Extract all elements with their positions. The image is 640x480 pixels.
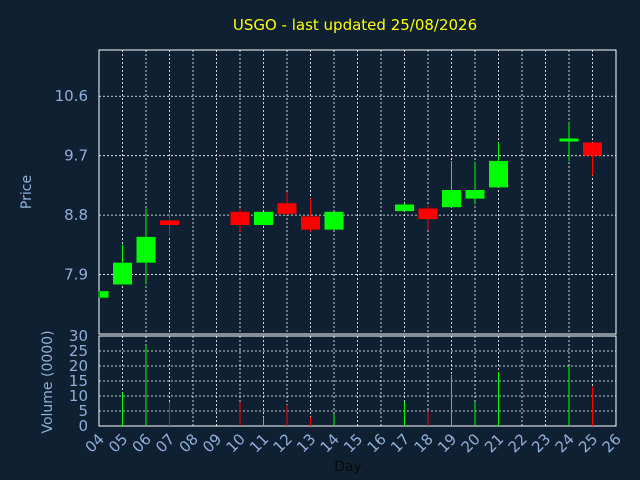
x-tick-label: 16 [364, 430, 390, 456]
volume-tick-label: 10 [69, 387, 88, 405]
candle-down [230, 211, 250, 226]
x-axis-label: Day [334, 459, 362, 475]
candle-up [254, 211, 273, 226]
candle-down [583, 142, 602, 156]
candle-up [324, 211, 344, 230]
chart-title: USGO - last updated 25/08/2026 [233, 16, 477, 34]
volume-tick-label: 25 [69, 342, 88, 360]
candle-up [113, 262, 132, 285]
candle-up [465, 190, 485, 199]
x-tick-label: 17 [387, 430, 413, 456]
candle-up [136, 236, 156, 263]
x-tick-label: 26 [599, 430, 625, 456]
price-tick-label: 7.9 [64, 266, 88, 284]
volume-axis-label: Volume (0000) [40, 330, 56, 433]
x-tick-label: 18 [411, 430, 437, 456]
volume-tick-label: 30 [69, 327, 88, 345]
x-tick-label: 24 [552, 430, 578, 456]
x-tick-label: 23 [528, 430, 554, 456]
x-tick-label: 09 [199, 430, 225, 456]
candle-up [100, 291, 109, 298]
x-tick-label: 21 [481, 430, 507, 456]
volume-tick-label: 0 [78, 417, 88, 435]
volume-tick-label: 15 [69, 372, 88, 390]
x-tick-label: 05 [105, 430, 131, 456]
volume-tick-label: 20 [69, 357, 88, 375]
candle-down [277, 203, 297, 214]
x-tick-label: 07 [152, 430, 178, 456]
price-tick-label: 9.7 [64, 147, 88, 165]
x-tick-label: 20 [458, 430, 484, 456]
candle-up [559, 138, 579, 142]
x-tick-label: 25 [575, 430, 601, 456]
x-tick-label: 15 [340, 430, 366, 456]
x-axis: 0405060708091011121314151617181920212223… [82, 430, 625, 456]
candle-down [160, 220, 179, 226]
x-tick-label: 19 [434, 430, 460, 456]
candle-down [301, 216, 320, 230]
x-tick-label: 13 [293, 430, 319, 456]
x-tick-label: 08 [176, 430, 202, 456]
candle-up [442, 190, 461, 208]
price-axis-label: Price [19, 175, 35, 209]
x-tick-label: 06 [129, 430, 155, 456]
x-tick-label: 14 [317, 430, 343, 456]
candle-up [395, 204, 414, 212]
price-tick-label: 10.6 [55, 87, 88, 105]
x-tick-label: 10 [223, 430, 249, 456]
candle-up [489, 160, 508, 188]
price-panel: 7.9 8.8 9.7 10.6 [55, 49, 617, 335]
volume-tick-label: 5 [78, 402, 88, 420]
x-tick-label: 11 [246, 430, 272, 456]
x-tick-label: 12 [270, 430, 296, 456]
candle-down [418, 208, 438, 220]
price-tick-label: 8.8 [64, 206, 88, 224]
x-tick-label: 22 [505, 430, 531, 456]
